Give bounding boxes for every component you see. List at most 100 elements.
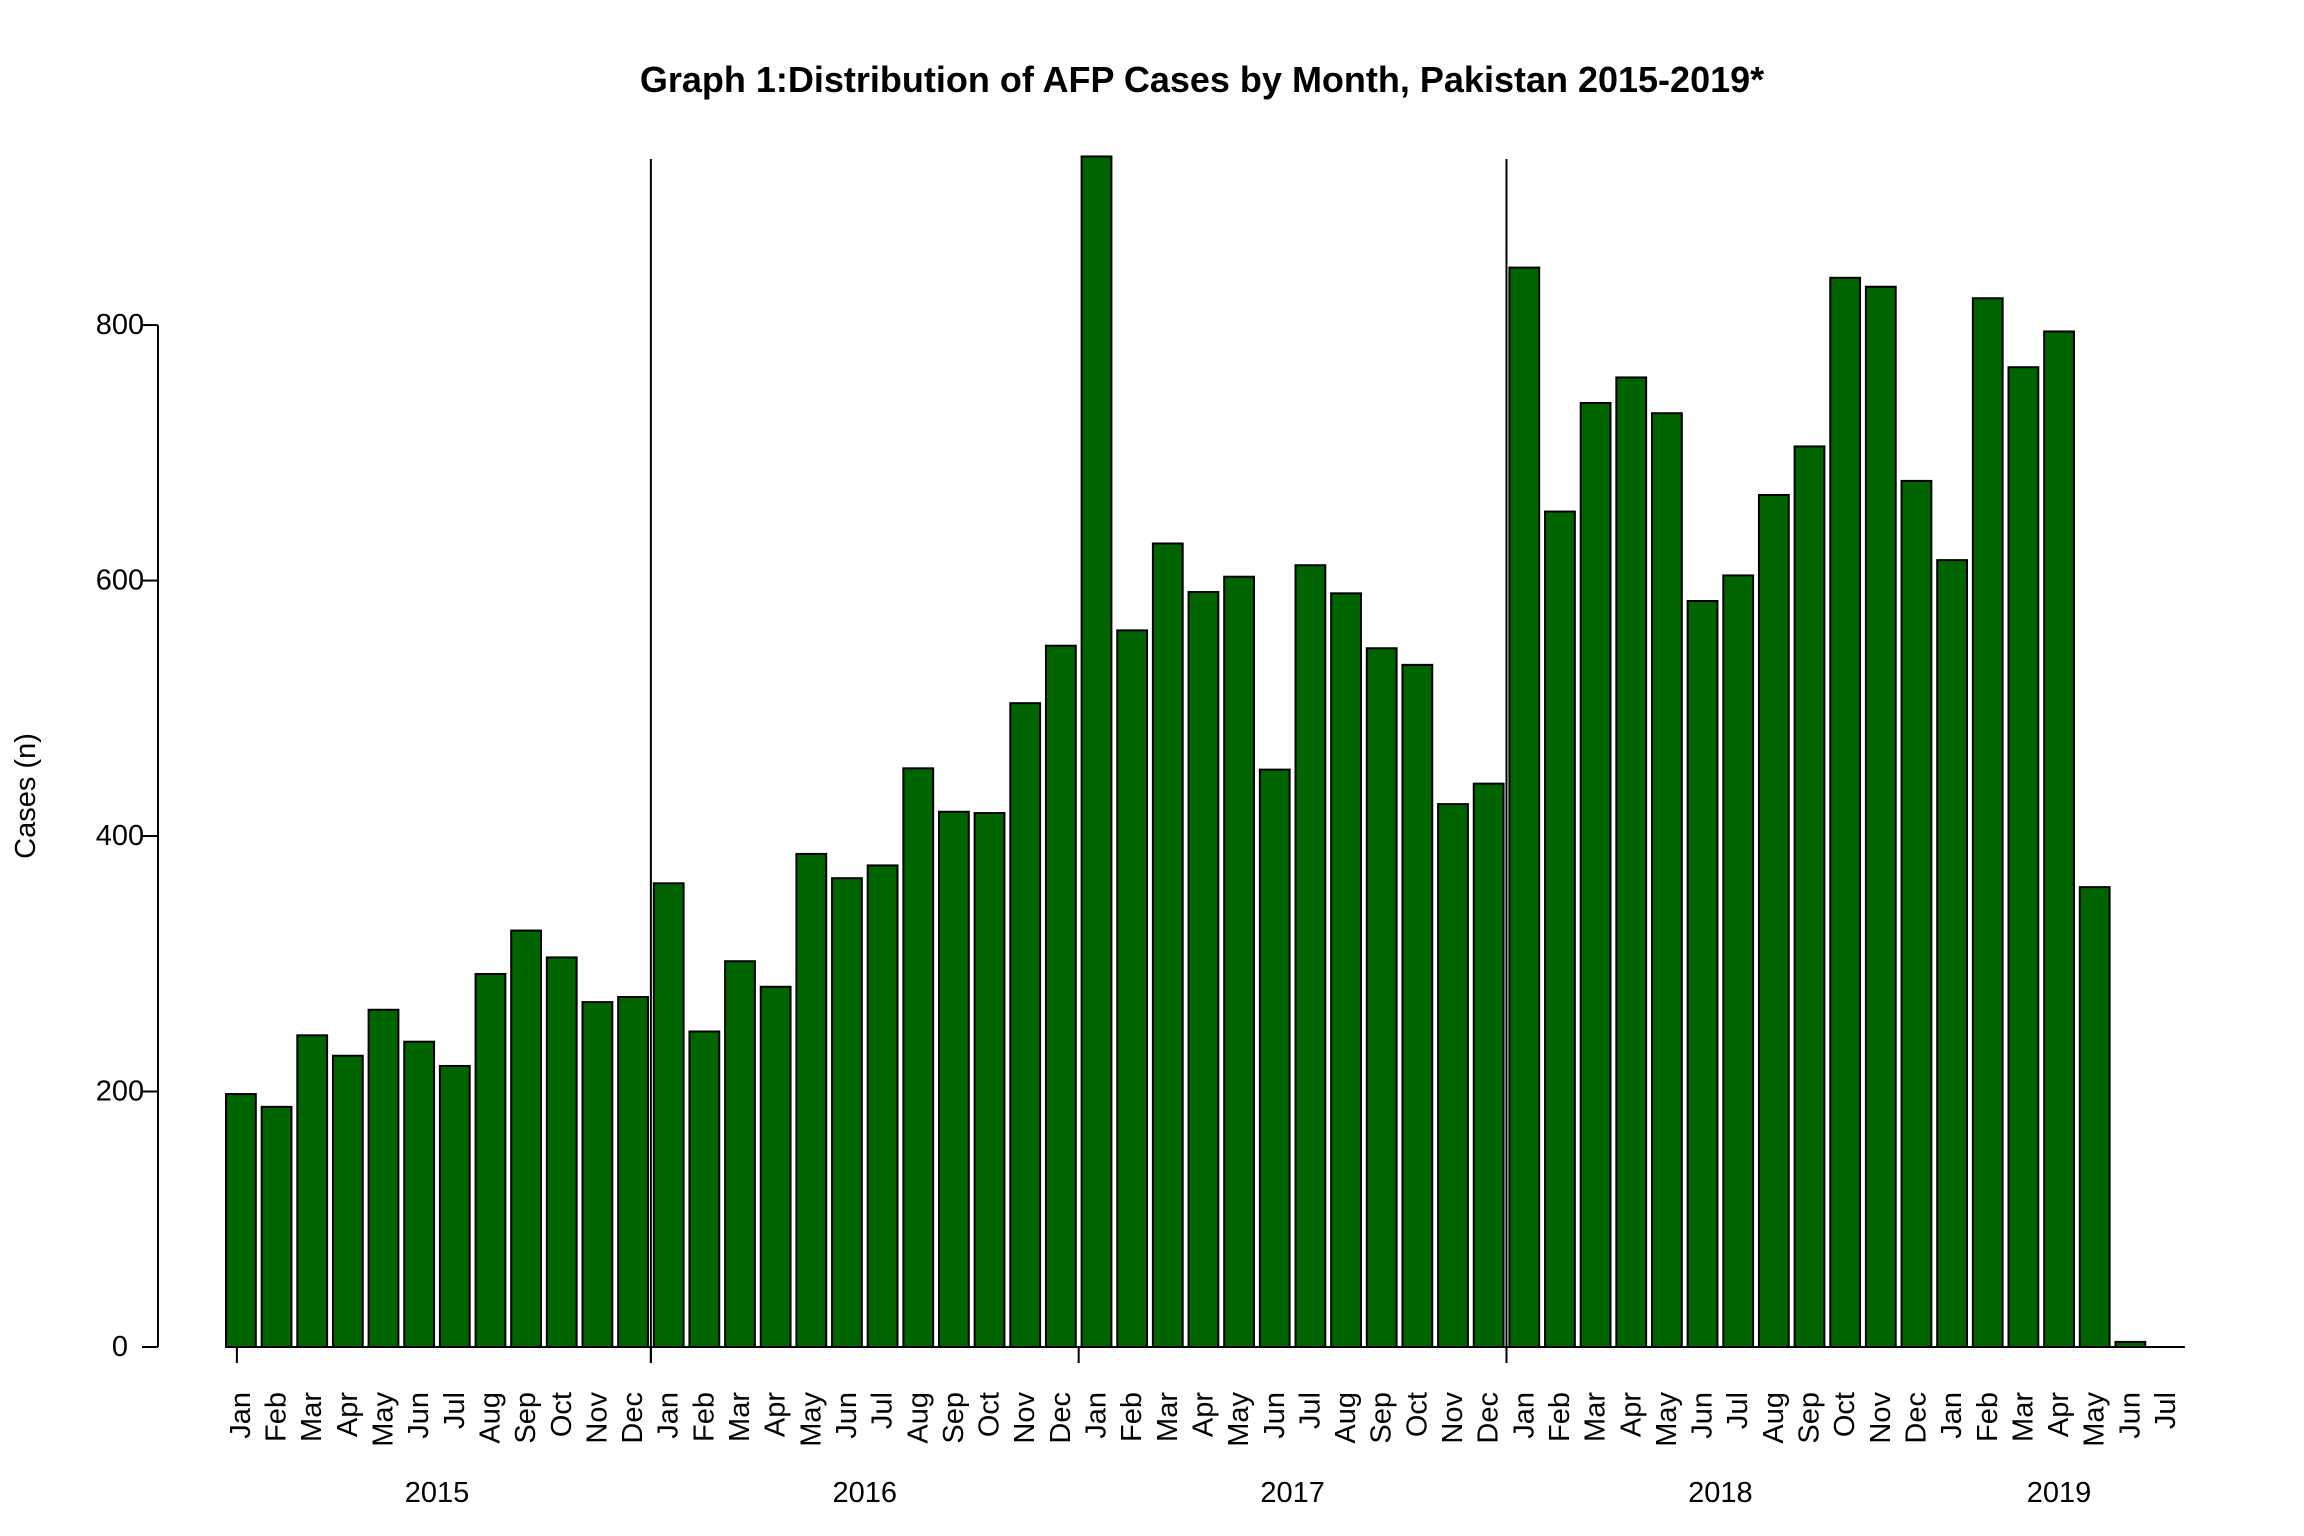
bar	[1258, 768, 1291, 1348]
x-tick-label: Jun	[403, 1392, 435, 1439]
x-tick-label: Oct	[1401, 1392, 1433, 1437]
bar	[1365, 647, 1398, 1348]
bar	[724, 960, 756, 1348]
x-tick-label: May	[795, 1392, 827, 1447]
bar	[1116, 629, 1149, 1348]
x-tick-label: Oct	[1829, 1392, 1861, 1437]
x-tick-label: Mar	[1152, 1392, 1184, 1442]
x-tick-label: Apr	[760, 1392, 792, 1437]
bar	[688, 1030, 721, 1348]
bar	[1686, 599, 1719, 1348]
bar	[1151, 542, 1184, 1348]
bar	[902, 767, 935, 1348]
y-axis-label: Cases (n)	[10, 733, 42, 859]
x-tick-label: Jan	[225, 1392, 257, 1439]
bar	[759, 985, 792, 1349]
x-tick-label: Jan	[653, 1392, 685, 1439]
bar	[296, 1034, 329, 1349]
bar	[1187, 591, 1220, 1348]
x-tick-label: Apr	[2043, 1392, 2075, 1437]
x-tick-label: Dec	[1473, 1392, 1505, 1444]
x-tick-label: Aug	[1758, 1392, 1790, 1444]
x-tick-label: Mar	[1580, 1392, 1612, 1442]
year-label: 2019	[2027, 1477, 2092, 1509]
bars	[225, 155, 2147, 1349]
bar	[1936, 559, 1968, 1348]
y-tick-label: 400	[96, 820, 144, 852]
x-tick-label: Jun	[831, 1392, 863, 1439]
bar	[866, 864, 899, 1348]
x-tick-label: Jul	[1294, 1392, 1326, 1429]
x-tick-label: Feb	[1972, 1392, 2004, 1442]
bar	[1330, 592, 1362, 1348]
x-axis	[235, 1346, 2185, 1363]
x-tick-label: Feb	[1544, 1392, 1576, 1442]
x-tick-label: Jul	[439, 1392, 471, 1429]
x-tick-label: Mar	[724, 1392, 756, 1442]
bar	[652, 882, 685, 1348]
x-tick-label: Aug	[902, 1392, 934, 1444]
y-tick-label: 600	[96, 565, 144, 597]
bar	[1579, 401, 1612, 1348]
bar	[1829, 276, 1862, 1348]
x-tick-label: Feb	[1116, 1392, 1148, 1442]
chart-title: Graph 1:Distribution of AFP Cases by Mon…	[640, 59, 1764, 100]
bar	[1508, 266, 1541, 1349]
bar	[2007, 366, 2040, 1349]
bar	[1080, 155, 1113, 1349]
x-tick-label: Aug	[474, 1392, 506, 1444]
bar	[1615, 376, 1648, 1348]
x-tick-label: Sep	[938, 1392, 970, 1444]
bar	[1544, 510, 1576, 1348]
year-label: 2016	[833, 1477, 898, 1509]
bar	[1401, 663, 1434, 1348]
x-tick-label: Nov	[1009, 1392, 1041, 1444]
year-label: 2017	[1260, 1477, 1325, 1509]
bar	[1223, 575, 1255, 1348]
bar	[938, 810, 970, 1348]
x-tick-label: May	[2079, 1392, 2111, 1447]
bar	[1437, 803, 1469, 1348]
bar	[1757, 493, 1790, 1348]
x-tick-label: Mar	[296, 1392, 328, 1442]
bar	[1971, 297, 2004, 1348]
x-tick-label: Oct	[974, 1392, 1006, 1437]
x-tick-label: May	[1651, 1392, 1683, 1447]
x-tick-label: Jun	[2114, 1392, 2146, 1439]
bar	[403, 1040, 436, 1348]
y-axis: 0 200 400 600 800	[96, 309, 159, 1363]
bar	[260, 1105, 293, 1348]
x-tick-label: Mar	[2007, 1392, 2039, 1442]
year-label: 2015	[405, 1477, 470, 1509]
x-tick-label: Apr	[1615, 1392, 1647, 1437]
x-tick-labels: Jan Feb Mar Apr May Jun Jul Aug Sep Oct Nov Dec Jan F…	[225, 1392, 2182, 1447]
x-tick-label: Sep	[510, 1392, 542, 1444]
bar	[545, 956, 578, 1348]
y-tick-label: 0	[112, 1331, 128, 1363]
bar	[438, 1064, 471, 1348]
x-tick-label: Jun	[1687, 1392, 1719, 1439]
year-label: 2018	[1688, 1477, 1753, 1509]
bar	[581, 1001, 614, 1348]
bar	[1472, 782, 1505, 1348]
x-tick-label: May	[1223, 1392, 1255, 1447]
x-tick-label: Jan	[1081, 1392, 1113, 1439]
bar	[1009, 702, 1042, 1348]
bar	[617, 995, 649, 1348]
bar	[331, 1054, 364, 1348]
x-tick-label: Sep	[1366, 1392, 1398, 1444]
bar	[831, 877, 863, 1348]
x-tick-label: Dec	[617, 1392, 649, 1444]
x-tick-label: Jan	[1508, 1392, 1540, 1439]
x-tick-label: Nov	[1437, 1392, 1469, 1444]
reference-lines	[649, 159, 1508, 1363]
x-tick-label: Apr	[1187, 1392, 1219, 1437]
bar	[2078, 886, 2111, 1348]
bar	[1793, 445, 1826, 1349]
bar	[367, 1008, 400, 1348]
bar	[510, 929, 543, 1348]
x-tick-label: Jun	[1259, 1392, 1291, 1439]
x-tick-label: Jul	[1722, 1392, 1754, 1429]
